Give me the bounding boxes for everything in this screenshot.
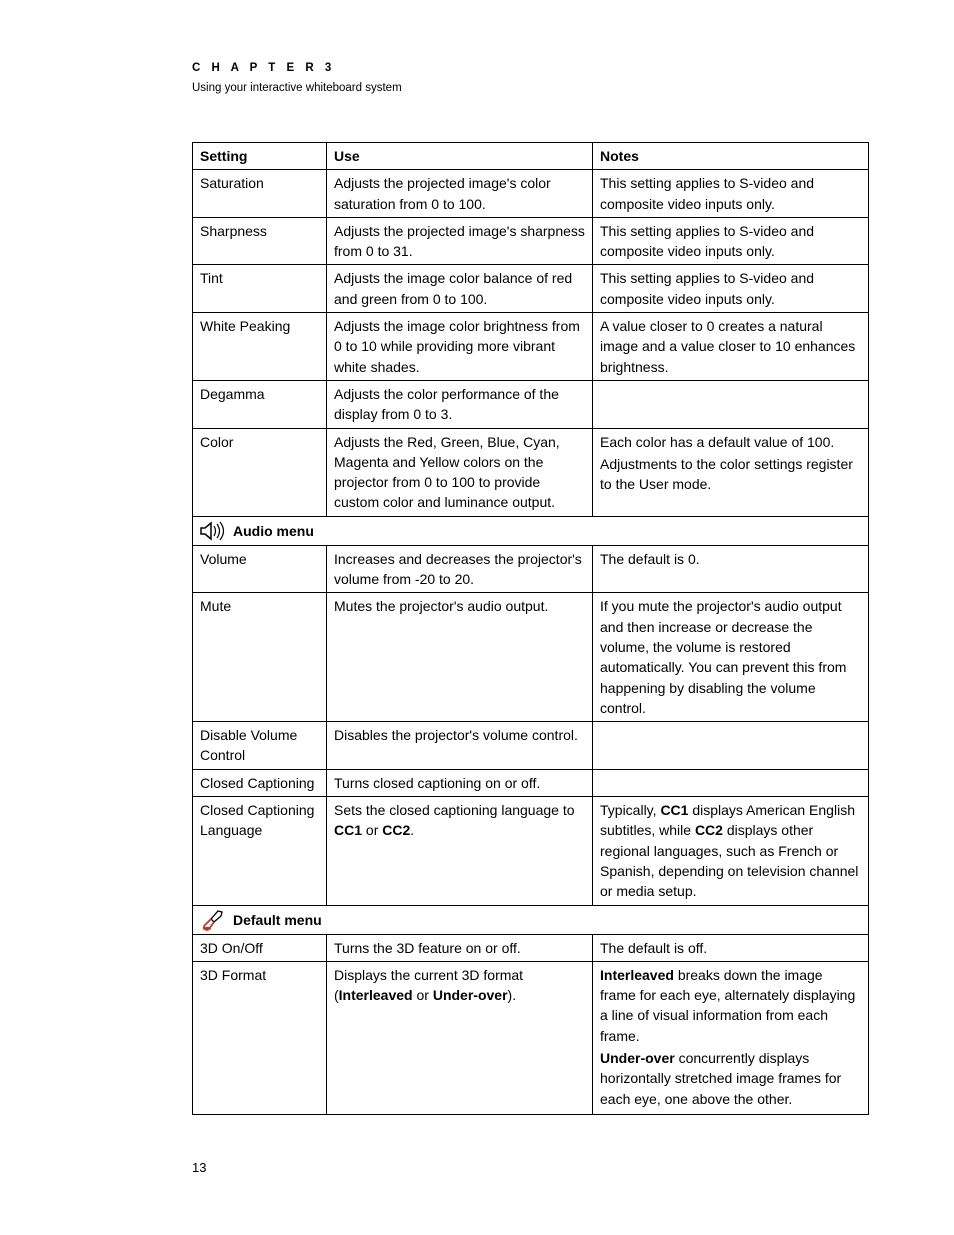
row-disable-volume: Disable Volume Control Disables the proj…: [193, 722, 869, 770]
chapter-label: C H A P T E R 3: [192, 62, 866, 74]
row-cc-language: Closed Captioning Language Sets the clos…: [193, 797, 869, 905]
section-cell: Default menu: [193, 905, 869, 934]
notes-p2: Adjustments to the color settings regist…: [600, 454, 861, 495]
bold-text: Under-over: [600, 1050, 675, 1066]
text: ).: [508, 987, 517, 1003]
section-default: Default menu: [193, 905, 869, 934]
bold-text: Under-over: [433, 987, 508, 1003]
section-label: Audio menu: [233, 521, 314, 541]
speaker-icon: [200, 520, 226, 542]
use-cell: Displays the current 3D format (Interlea…: [327, 961, 593, 1114]
text: Typically,: [600, 802, 660, 818]
bold-text: Interleaved: [600, 967, 674, 983]
section-cell: Audio menu: [193, 516, 869, 545]
notes-p2: Under-over concurrently displays horizon…: [600, 1048, 861, 1109]
notes-cell: This setting applies to S-video and comp…: [593, 170, 869, 218]
use-cell: Adjusts the Red, Green, Blue, Cyan, Mage…: [327, 428, 593, 516]
notes-cell: Interleaved breaks down the image frame …: [593, 961, 869, 1114]
notes-cell: [593, 722, 869, 770]
row-tint: Tint Adjusts the image color balance of …: [193, 265, 869, 313]
chapter-subtitle: Using your interactive whiteboard system: [192, 82, 866, 94]
use-cell: Adjusts the color performance of the dis…: [327, 380, 593, 428]
page-number: 13: [192, 1160, 206, 1175]
notes-cell: [593, 769, 869, 796]
setting-cell: 3D On/Off: [193, 934, 327, 961]
setting-cell: Color: [193, 428, 327, 516]
setting-cell: Closed Captioning Language: [193, 797, 327, 905]
setting-cell: Degamma: [193, 380, 327, 428]
use-cell: Sets the closed captioning language to C…: [327, 797, 593, 905]
notes-cell: The default is off.: [593, 934, 869, 961]
settings-table: Setting Use Notes Saturation Adjusts the…: [192, 142, 869, 1115]
bold-text: CC2: [382, 822, 410, 838]
row-sharpness: Sharpness Adjusts the projected image's …: [193, 217, 869, 265]
setting-cell: 3D Format: [193, 961, 327, 1114]
notes-cell: [593, 380, 869, 428]
row-3d-format: 3D Format Displays the current 3D format…: [193, 961, 869, 1114]
setting-cell: Mute: [193, 593, 327, 722]
header-use: Use: [327, 143, 593, 170]
notes-p1: Each color has a default value of 100.: [600, 432, 861, 452]
bold-text: CC2: [695, 822, 723, 838]
notes-cell: Typically, CC1 displays American English…: [593, 797, 869, 905]
use-cell: Adjusts the projected image's color satu…: [327, 170, 593, 218]
use-cell: Turns the 3D feature on or off.: [327, 934, 593, 961]
bold-text: Interleaved: [339, 987, 413, 1003]
setting-cell: Sharpness: [193, 217, 327, 265]
setting-cell: Closed Captioning: [193, 769, 327, 796]
use-cell: Mutes the projector's audio output.: [327, 593, 593, 722]
table-header-row: Setting Use Notes: [193, 143, 869, 170]
row-color: Color Adjusts the Red, Green, Blue, Cyan…: [193, 428, 869, 516]
row-3d-onoff: 3D On/Off Turns the 3D feature on or off…: [193, 934, 869, 961]
setting-cell: Tint: [193, 265, 327, 313]
row-volume: Volume Increases and decreases the proje…: [193, 545, 869, 593]
use-cell: Adjusts the image color brightness from …: [327, 313, 593, 381]
notes-cell: If you mute the projector's audio output…: [593, 593, 869, 722]
bold-text: CC1: [660, 802, 688, 818]
row-white-peaking: White Peaking Adjusts the image color br…: [193, 313, 869, 381]
notes-cell: The default is 0.: [593, 545, 869, 593]
row-mute: Mute Mutes the projector's audio output.…: [193, 593, 869, 722]
row-closed-captioning: Closed Captioning Turns closed captionin…: [193, 769, 869, 796]
text: .: [410, 822, 414, 838]
wrench-icon: [200, 909, 226, 931]
text: Sets the closed captioning language to: [334, 802, 575, 818]
section-label: Default menu: [233, 910, 322, 930]
text: or: [362, 822, 382, 838]
row-degamma: Degamma Adjusts the color performance of…: [193, 380, 869, 428]
use-cell: Disables the projector's volume control.: [327, 722, 593, 770]
header-setting: Setting: [193, 143, 327, 170]
notes-cell: Each color has a default value of 100. A…: [593, 428, 869, 516]
use-cell: Adjusts the image color balance of red a…: [327, 265, 593, 313]
notes-cell: This setting applies to S-video and comp…: [593, 217, 869, 265]
bold-text: CC1: [334, 822, 362, 838]
notes-cell: A value closer to 0 creates a natural im…: [593, 313, 869, 381]
notes-cell: This setting applies to S-video and comp…: [593, 265, 869, 313]
section-audio: Audio menu: [193, 516, 869, 545]
row-saturation: Saturation Adjusts the projected image's…: [193, 170, 869, 218]
setting-cell: White Peaking: [193, 313, 327, 381]
text: or: [413, 987, 433, 1003]
setting-cell: Saturation: [193, 170, 327, 218]
notes-p1: Interleaved breaks down the image frame …: [600, 965, 861, 1046]
use-cell: Turns closed captioning on or off.: [327, 769, 593, 796]
setting-cell: Disable Volume Control: [193, 722, 327, 770]
header-notes: Notes: [593, 143, 869, 170]
use-cell: Adjusts the projected image's sharpness …: [327, 217, 593, 265]
setting-cell: Volume: [193, 545, 327, 593]
use-cell: Increases and decreases the projector's …: [327, 545, 593, 593]
